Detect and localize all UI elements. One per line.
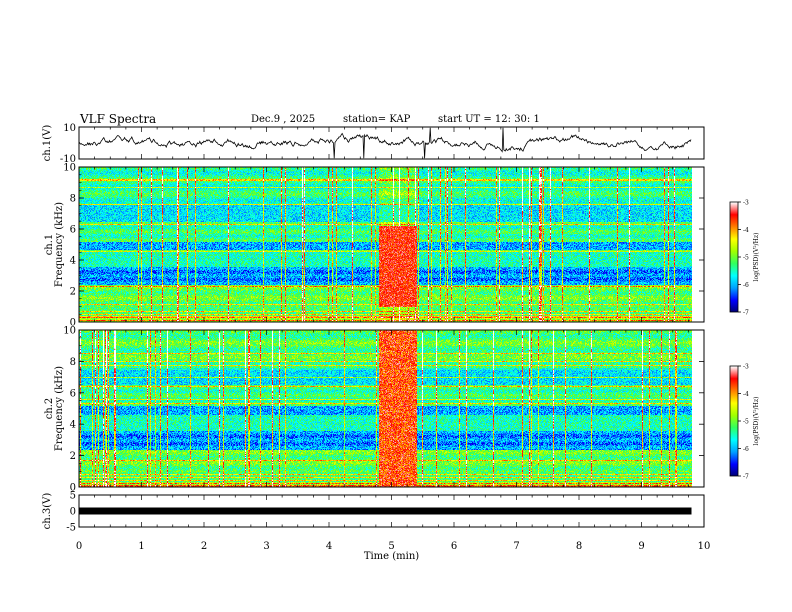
ch3-ytick-label: 5 bbox=[70, 491, 76, 502]
ch1-spectrogram-heatmap bbox=[79, 167, 692, 322]
xaxis-tick-label: 2 bbox=[201, 541, 207, 552]
ch1-spec-ytick-label: 4 bbox=[70, 256, 76, 267]
ch2-spec-ylabel-channel: ch.2 bbox=[44, 398, 55, 420]
ch1-spec-ylabel-channel: ch.1 bbox=[44, 234, 55, 256]
ch1-spec-ylabel-frequency: Frequency (kHz) bbox=[54, 202, 65, 287]
xaxis-tick-label: 5 bbox=[388, 541, 394, 552]
ch1-waveform-line bbox=[78, 127, 692, 159]
ch1-colorbar-tick-label: -7 bbox=[743, 310, 749, 317]
ch2-colorbar-tick-label: -4 bbox=[743, 391, 749, 398]
ch2-spec-ytick-label: 4 bbox=[70, 420, 76, 431]
ch2-colorbar bbox=[730, 366, 738, 476]
ch1-spectrogram-frame bbox=[78, 166, 705, 323]
xaxis-tick-label: 0 bbox=[76, 541, 82, 552]
xaxis-tick-label: 8 bbox=[576, 541, 582, 552]
figure-title: VLF Spectra bbox=[80, 112, 157, 126]
ch2-spec-ytick-label: 10 bbox=[63, 326, 76, 337]
ch1-colorbar-tick-label: -4 bbox=[743, 227, 749, 234]
ch1-waveform-ylabel: ch.1(V) bbox=[42, 125, 53, 162]
ch1-colorbar bbox=[730, 202, 738, 312]
ch2-colorbar-tick-label: -6 bbox=[743, 446, 749, 453]
ch3-waveform-ylabel: ch.3(V) bbox=[42, 493, 53, 530]
ch3-waveform-band bbox=[79, 507, 692, 515]
ch2-colorbar-frame bbox=[729, 365, 739, 477]
ch3-ytick-label: -5 bbox=[66, 523, 76, 534]
ch1-spec-ytick-label: 0 bbox=[70, 318, 76, 329]
ch2-colorbar-label: log(PSD)(V²/Hz) bbox=[753, 397, 760, 446]
date-label: Dec.9 , 2025 bbox=[251, 114, 316, 125]
xaxis-tick-label: 4 bbox=[326, 541, 332, 552]
ch1-colorbar-label: log(PSD)(V²/Hz) bbox=[753, 233, 760, 282]
ch2-spec-ytick-label: 2 bbox=[70, 451, 76, 462]
xaxis-tick-label: 6 bbox=[451, 541, 457, 552]
ch1-colorbar-tick-label: -6 bbox=[743, 282, 749, 289]
xaxis-tick-label: 9 bbox=[638, 541, 644, 552]
xaxis-tick-label: 3 bbox=[263, 541, 269, 552]
xaxis-tick-label: 10 bbox=[698, 541, 711, 552]
ch1-ytick-label-bottom: -10 bbox=[60, 154, 76, 165]
ch1-spec-ytick-label: 2 bbox=[70, 287, 76, 298]
ch2-colorbar-tick-label: -5 bbox=[743, 419, 749, 426]
ch2-spec-ylabel-frequency: Frequency (kHz) bbox=[54, 366, 65, 451]
ch1-ytick-label-top: 10 bbox=[63, 123, 76, 134]
ch2-spec-ytick-label: 0 bbox=[70, 483, 76, 494]
ch1-spec-ytick-label: 8 bbox=[70, 194, 76, 205]
ch3-ytick-label: 0 bbox=[70, 507, 76, 518]
ch1-spec-ytick-label: 6 bbox=[70, 225, 76, 236]
xaxis-tick-label: 7 bbox=[513, 541, 519, 552]
station-label: station= KAP bbox=[343, 114, 411, 125]
ch1-colorbar-tick-label: -5 bbox=[743, 255, 749, 262]
ch2-spectrogram-frame bbox=[78, 329, 705, 488]
ch1-colorbar-tick-label: -3 bbox=[743, 200, 749, 207]
start-ut-label: start UT = 12: 30: 1 bbox=[438, 114, 540, 125]
ch2-colorbar-tick-label: -3 bbox=[743, 364, 749, 371]
ch2-colorbar-tick-label: -7 bbox=[743, 474, 749, 481]
ch1-colorbar-frame bbox=[729, 201, 739, 313]
xaxis-tick-label: 1 bbox=[138, 541, 144, 552]
ch2-spectrogram-heatmap bbox=[79, 330, 692, 487]
ch2-spec-ytick-label: 6 bbox=[70, 388, 76, 399]
ch1-spec-ytick-label: 10 bbox=[63, 163, 76, 174]
xaxis-label: Time (min) bbox=[364, 551, 419, 562]
ch2-spec-ytick-label: 8 bbox=[70, 357, 76, 368]
